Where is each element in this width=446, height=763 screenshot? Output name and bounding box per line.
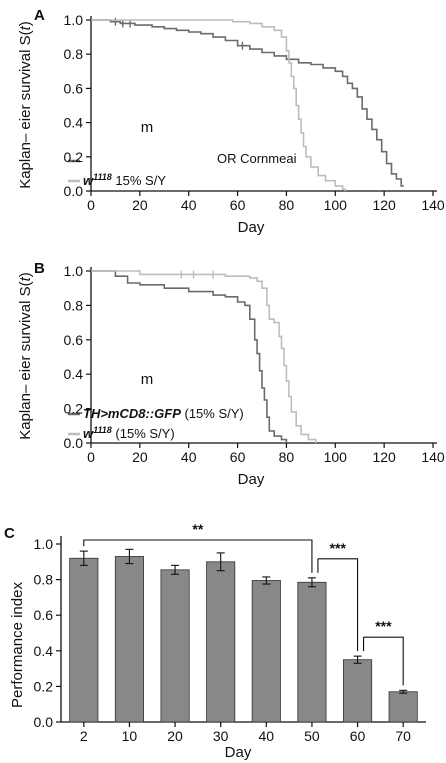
panel-b-survival-chart: B Kaplan– eier survival S(t) Day m TH>mC… (17, 260, 445, 488)
panel-a-x-tick-label: 20 (132, 197, 148, 213)
panel-a-series-1-curve (91, 19, 404, 187)
panel-b-y-tick-label: 0.4 (64, 366, 84, 382)
panel-b-y-tick-label: 0.6 (64, 332, 84, 348)
panel-c-x-tick-label: 30 (213, 728, 229, 744)
panel-b-y-axis-label: Kaplan– eier survival S(t) (17, 272, 34, 440)
panel-c-x-tick-label: 40 (259, 728, 275, 744)
panel-c-x-tick-label: 2 (80, 728, 88, 744)
panel-a-y-tick-label: 0.4 (64, 115, 84, 131)
panel-b-legend-dark-label: TH>mCD8::GFP (15% S/Y) (83, 406, 244, 421)
panel-c-y-tick-label: 0.6 (34, 607, 54, 623)
panel-c-bar (160, 569, 190, 723)
panel-c-bar-chart: C Performance index Day 0.0 0.2 0.4 0.6 0.8 1… (4, 521, 426, 761)
panel-b-x-tick-label: 0 (87, 449, 95, 465)
panel-c-x-tick-label: 10 (122, 728, 138, 744)
panel-c-significance-bracket (83, 539, 313, 573)
panel-b-x-tick-label: 100 (324, 449, 348, 465)
panel-a-survival-chart: A Kaplan– eier survival S(t) Day m OR Co… (17, 7, 445, 236)
panel-a-y-tick-label: 0.6 (64, 80, 84, 96)
panel-a-y-axis-label: Kaplan– eier survival S(t) (17, 21, 34, 189)
panel-c-x-tick-label: 50 (304, 728, 320, 744)
panel-c-x-tick-label: 60 (350, 728, 366, 744)
panel-a-label: A (34, 7, 45, 24)
panel-b-label: B (34, 260, 45, 277)
panel-c-bar (69, 557, 99, 723)
panel-a-x-axis-label: Day (238, 219, 265, 236)
panel-a-x-tick-label: 100 (324, 197, 348, 213)
panel-a-y-tick-label: 0.8 (64, 46, 84, 62)
panel-c-bar (388, 691, 418, 723)
panel-c-bar (343, 659, 373, 723)
panel-c-bar (114, 556, 144, 723)
panel-b-x-tick-label: 120 (372, 449, 396, 465)
panel-b-y-tick-label: 0.0 (64, 435, 84, 451)
panel-a-y-tick-label: 0.0 (64, 183, 84, 199)
panel-b-series-2-curve (91, 270, 317, 443)
panel-c-significance-label: *** (375, 618, 392, 634)
panel-c-significance-label: *** (330, 540, 347, 556)
panel-c-y-tick-label: 0.0 (34, 714, 54, 730)
panel-c-x-tick-label: 20 (167, 728, 183, 744)
panel-a-x-tick-label: 80 (279, 197, 295, 213)
panel-b-x-axis-label: Day (238, 471, 265, 488)
panel-b-y-tick-label: 0.8 (64, 297, 84, 313)
panel-c-label: C (4, 525, 15, 542)
panel-c-y-tick-label: 0.8 (34, 572, 54, 588)
panel-c-y-tick-label: 0.4 (34, 643, 54, 659)
panel-a-y-tick-label: 0.2 (64, 149, 84, 165)
panel-a-annotation: OR Cornmeai (217, 151, 297, 166)
panel-c-significance-bracket (363, 636, 404, 686)
panel-a-y-tick-label: 1.0 (64, 12, 84, 28)
panel-a-stray-label: m (141, 119, 154, 136)
panel-a-x-tick-label: 60 (230, 197, 246, 213)
panel-b-legend-light-label: w1118 (15% S/Y) (83, 425, 175, 441)
panel-b-x-tick-label: 40 (181, 449, 197, 465)
panel-b-x-tick-label: 80 (279, 449, 295, 465)
panel-b-x-tick-label: 140 (421, 449, 445, 465)
panel-b-y-tick-label: 1.0 (64, 263, 84, 279)
panel-b-series-1-curve (91, 270, 288, 443)
panel-a-x-tick-label: 140 (421, 197, 445, 213)
panel-c-bar (206, 561, 236, 723)
panel-c-y-tick-label: 0.2 (34, 678, 54, 694)
panel-b-x-tick-label: 60 (230, 449, 246, 465)
panel-c-significance-bracket (317, 558, 359, 652)
panel-c-bar (251, 580, 281, 723)
panel-c-bar (297, 581, 327, 723)
panel-c-y-tick-label: 1.0 (34, 536, 54, 552)
panel-a-x-tick-label: 40 (181, 197, 197, 213)
panel-b-x-tick-label: 20 (132, 449, 148, 465)
panel-a-x-tick-label: 0 (87, 197, 95, 213)
panel-b-y-tick-label: 0.2 (64, 401, 84, 417)
panel-c-x-tick-label: 70 (395, 728, 411, 744)
panel-b-stray-label: m (141, 371, 154, 388)
panel-c-x-axis-label: Day (225, 744, 252, 761)
panel-a-series-2-curve (91, 19, 346, 191)
panel-a-legend-light-label: w1118 15% S/Y (83, 172, 166, 188)
panel-c-y-axis-label: Performance index (9, 582, 26, 708)
panel-a-x-tick-label: 120 (372, 197, 396, 213)
panel-c-significance-label: ** (192, 521, 203, 537)
